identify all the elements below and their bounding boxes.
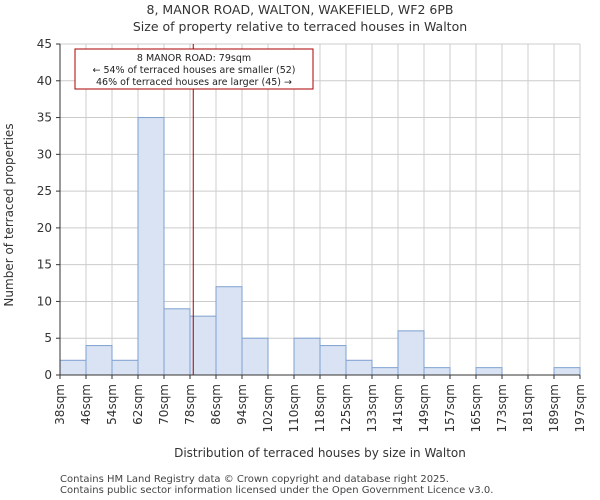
histogram-bar — [475, 367, 503, 376]
x-tick-label: 38sqm — [53, 384, 67, 425]
x-tick-label: 157sqm — [443, 384, 457, 432]
histogram-bar — [163, 308, 191, 376]
x-tick-label: 70sqm — [157, 384, 171, 425]
histogram-bar — [215, 286, 243, 376]
x-axis-label: Distribution of terraced houses by size … — [174, 446, 466, 460]
histogram-bar — [241, 337, 269, 376]
histogram-bar — [293, 337, 321, 376]
annotation-title: 8 MANOR ROAD: 79sqm — [137, 53, 251, 64]
annotation-larger: 46% of terraced houses are larger (45) → — [96, 77, 292, 88]
histogram-bar — [85, 345, 113, 376]
y-tick-label: 30 — [37, 147, 52, 161]
x-tick-label: 62sqm — [131, 384, 145, 425]
x-tick-label: 54sqm — [105, 384, 119, 425]
histogram-bar — [319, 345, 347, 376]
y-tick-label: 40 — [37, 74, 52, 88]
annotation-box — [74, 48, 314, 90]
y-tick-label: 5 — [44, 331, 52, 345]
x-tick-label: 165sqm — [469, 384, 483, 432]
histogram-chart: 0 5 10 15 20 25 30 35 40 45 38sqm 46sqm 54sqm 62sqm 70… — [2, 37, 587, 460]
histogram-bar — [397, 330, 425, 376]
histogram-bar — [137, 117, 165, 376]
x-tick-label: 197sqm — [573, 384, 587, 432]
footer-licence: Contains public sector information licen… — [60, 485, 494, 496]
y-axis-label: Number of terraced properties — [2, 123, 16, 306]
y-tick-label: 25 — [37, 184, 52, 198]
x-tick-label: 141sqm — [391, 384, 405, 432]
footer-copyright: Contains HM Land Registry data © Crown c… — [60, 474, 449, 485]
x-tick-label: 94sqm — [235, 384, 249, 425]
histogram-bar — [423, 367, 451, 376]
histogram-bar — [371, 367, 399, 376]
x-tick-label: 125sqm — [339, 384, 353, 432]
y-tick-label: 20 — [37, 221, 52, 235]
histogram-bar — [189, 315, 217, 376]
x-tick-label: 102sqm — [261, 384, 275, 432]
x-tick-label: 149sqm — [417, 384, 431, 432]
histogram-bar — [59, 359, 87, 376]
chart-title: 8, MANOR ROAD, WALTON, WAKEFIELD, WF2 6P… — [146, 2, 454, 17]
y-tick-label: 45 — [37, 37, 52, 51]
y-tick-label: 15 — [37, 258, 52, 272]
x-tick-label: 181sqm — [521, 384, 535, 432]
x-tick-label: 173sqm — [495, 384, 509, 432]
y-tick-label: 0 — [44, 368, 52, 382]
x-tick-label: 86sqm — [209, 384, 223, 425]
histogram-bar — [111, 359, 139, 376]
histogram-bar — [553, 367, 581, 376]
x-tick-label: 133sqm — [365, 384, 379, 432]
chart-subtitle: Size of property relative to terraced ho… — [132, 19, 468, 34]
x-tick-label: 78sqm — [183, 384, 197, 425]
x-tick-label: 110sqm — [287, 384, 301, 432]
y-tick-label: 35 — [37, 111, 52, 125]
annotation-smaller: ← 54% of terraced houses are smaller (52… — [92, 65, 295, 76]
y-tick-label: 10 — [37, 294, 52, 308]
x-tick-label: 189sqm — [547, 384, 561, 432]
x-tick-label: 46sqm — [79, 384, 93, 425]
x-tick-label: 118sqm — [313, 384, 327, 432]
histogram-bar — [345, 359, 373, 376]
